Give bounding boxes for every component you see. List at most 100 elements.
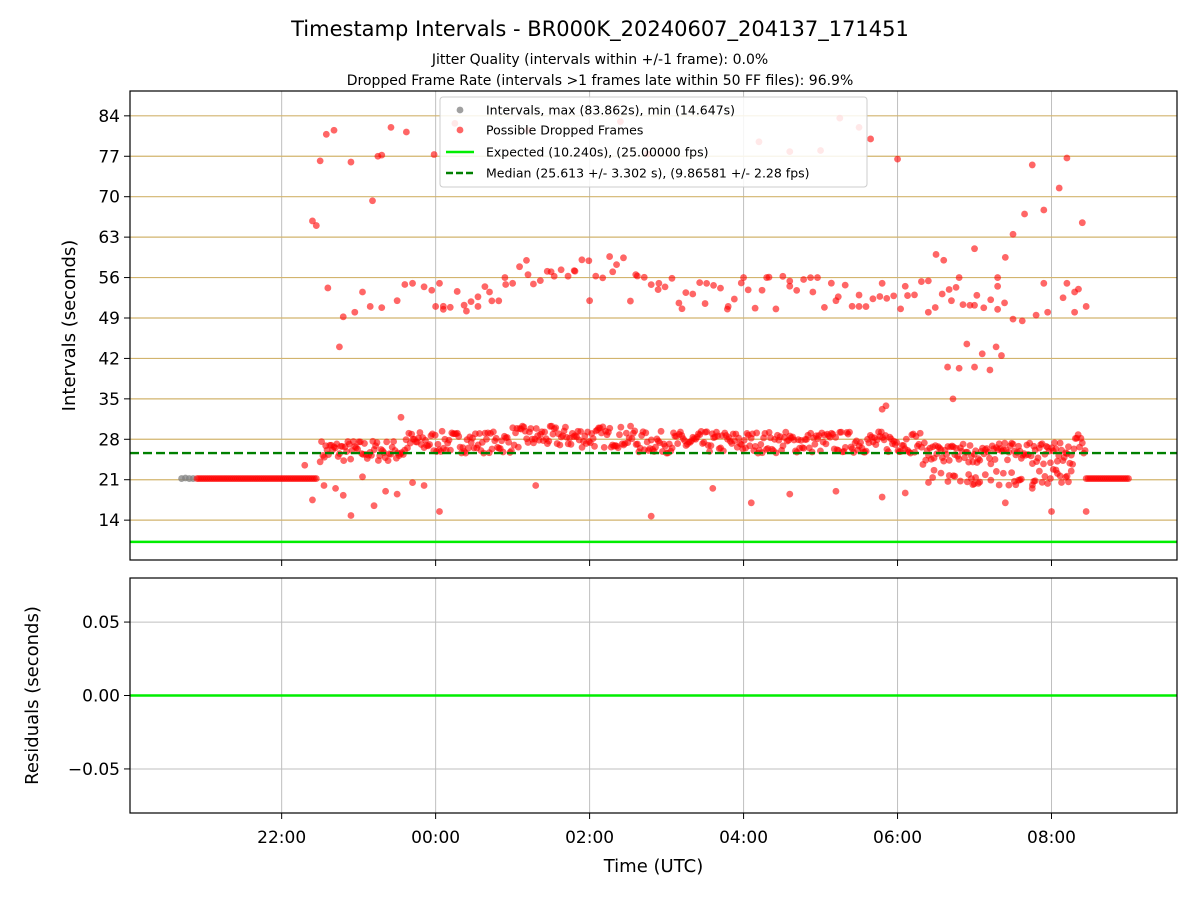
dropped-frame-point: [505, 438, 513, 446]
legend-entry: Expected (10.240s), (25.00000 fps): [486, 145, 708, 160]
dropped-frame-point: [772, 449, 780, 457]
dropped-frame-point: [489, 428, 497, 436]
dropped-frame-point: [929, 474, 937, 481]
top-y-tick-label: 56: [98, 269, 120, 289]
dropped-frame-point: [647, 436, 655, 444]
dropped-frame-point: [557, 266, 565, 274]
dropped-frame-point: [955, 364, 963, 372]
dropped-frame-point: [832, 487, 840, 495]
bottom-y-tick-label: 0.05: [82, 613, 120, 633]
dropped-frame-point: [592, 272, 600, 280]
top-y-tick-label: 28: [98, 430, 120, 450]
dropped-frame-point: [1028, 484, 1036, 492]
dropped-frame-point: [661, 283, 669, 291]
dropped-frame-point: [709, 484, 717, 492]
top-y-tick-label: 70: [98, 188, 120, 208]
legend-entry: Median (25.613 +/- 3.302 s), (9.86581 +/…: [486, 166, 810, 181]
dropped-frame-point: [992, 343, 1000, 351]
top-y-tick-label: 49: [98, 309, 120, 329]
dropped-frame-point: [689, 290, 697, 298]
dropped-frame-point: [948, 297, 955, 305]
dropped-frame-point: [949, 395, 957, 403]
dropped-frame-point: [374, 152, 382, 160]
dropped-frame-point: [932, 251, 940, 258]
dropped-frame-point: [678, 305, 686, 313]
dropped-frame-point: [609, 268, 617, 276]
dropped-frame-point: [370, 502, 378, 510]
dropped-frame-point: [897, 305, 905, 313]
dropped-frame-point: [523, 256, 530, 264]
dropped-frame-point: [1082, 508, 1090, 515]
dropped-frame-point: [1038, 478, 1046, 486]
dropped-frame-point: [992, 468, 1000, 475]
dropped-frame-point: [682, 289, 690, 297]
dropped-frame-point: [438, 427, 446, 435]
top-y-axis-label: Intervals (seconds): [59, 240, 80, 412]
dropped-frame-point: [920, 439, 928, 447]
dropped-frame-point: [848, 302, 856, 310]
dropped-frame-point: [986, 454, 993, 462]
dropped-frame-point: [359, 473, 366, 481]
dropped-frame-point: [1031, 477, 1039, 485]
dropped-frame-point: [1017, 475, 1025, 483]
dropped-frame-point: [1047, 459, 1054, 467]
dropped-frame-point: [786, 490, 794, 498]
dropped-frame-point: [811, 440, 819, 448]
dropped-frame-point: [1078, 219, 1086, 227]
dropped-frame-point: [1001, 299, 1008, 307]
dropped-frame-point: [393, 297, 401, 305]
dropped-frame-point: [779, 442, 787, 450]
dropped-frame-point: [786, 282, 794, 290]
dropped-frame-point: [978, 350, 986, 358]
dropped-frame-point: [925, 479, 932, 486]
dropped-frame-point: [586, 297, 594, 305]
dropped-frame-point: [550, 272, 558, 280]
dropped-frame-point: [339, 491, 347, 499]
dropped-frame-point: [981, 471, 989, 479]
dropped-frame-point: [571, 267, 579, 275]
dropped-frame-point: [501, 274, 509, 281]
dropped-frame-point: [846, 428, 853, 436]
dropped-frame-point: [642, 429, 650, 437]
dropped-frame-point: [640, 273, 648, 281]
dropped-frame-point: [445, 436, 453, 444]
dropped-frame-point: [893, 438, 901, 446]
dropped-frame-point: [330, 126, 338, 134]
dropped-frame-point: [620, 254, 627, 262]
dropped-frame-point: [924, 277, 932, 285]
dropped-frame-point: [814, 274, 821, 281]
top-y-tick-label: 77: [98, 147, 120, 167]
dropped-frame-point: [707, 442, 715, 450]
dropped-frame-point: [1044, 480, 1052, 487]
dropped-frame-point: [316, 157, 324, 165]
dropped-frame-point: [509, 279, 517, 287]
dropped-frame-point: [1004, 456, 1011, 464]
dropped-frame-point: [938, 290, 946, 298]
bottom-y-tick-label: −0.05: [68, 760, 120, 780]
dropped-frame-point: [390, 438, 397, 445]
dropped-frame-point: [1034, 454, 1042, 462]
bottom-x-ticks: 22:00 00:00 02:00 04:00 06:00 08:00: [257, 813, 1076, 848]
dropped-frame-point: [467, 298, 475, 306]
legend-marker-dropped: [456, 126, 464, 134]
dropped-frame-point: [904, 292, 911, 299]
dropped-frame-point: [613, 261, 620, 269]
dropped-frame-point: [627, 297, 634, 305]
dropped-frame-point: [832, 433, 840, 441]
dropped-frame-point: [527, 425, 535, 432]
dropped-frame-point: [647, 512, 655, 520]
legend-box: [439, 96, 868, 188]
dropped-frame-point: [633, 272, 641, 280]
top-axes-frame: [129, 90, 1178, 561]
dropped-frame-point: [940, 457, 948, 465]
dropped-frame-point: [1052, 445, 1060, 453]
dropped-frame-point: [959, 440, 967, 448]
dropped-frame-point: [409, 279, 416, 287]
dropped-frame-point: [366, 303, 374, 310]
dropped-frame-point: [973, 291, 981, 299]
dropped-frame-point: [918, 278, 925, 285]
dropped-frame-point: [740, 274, 747, 281]
dropped-frame-point: [995, 481, 1003, 489]
dropped-frame-point: [339, 313, 347, 321]
dropped-frame-point: [737, 279, 745, 287]
